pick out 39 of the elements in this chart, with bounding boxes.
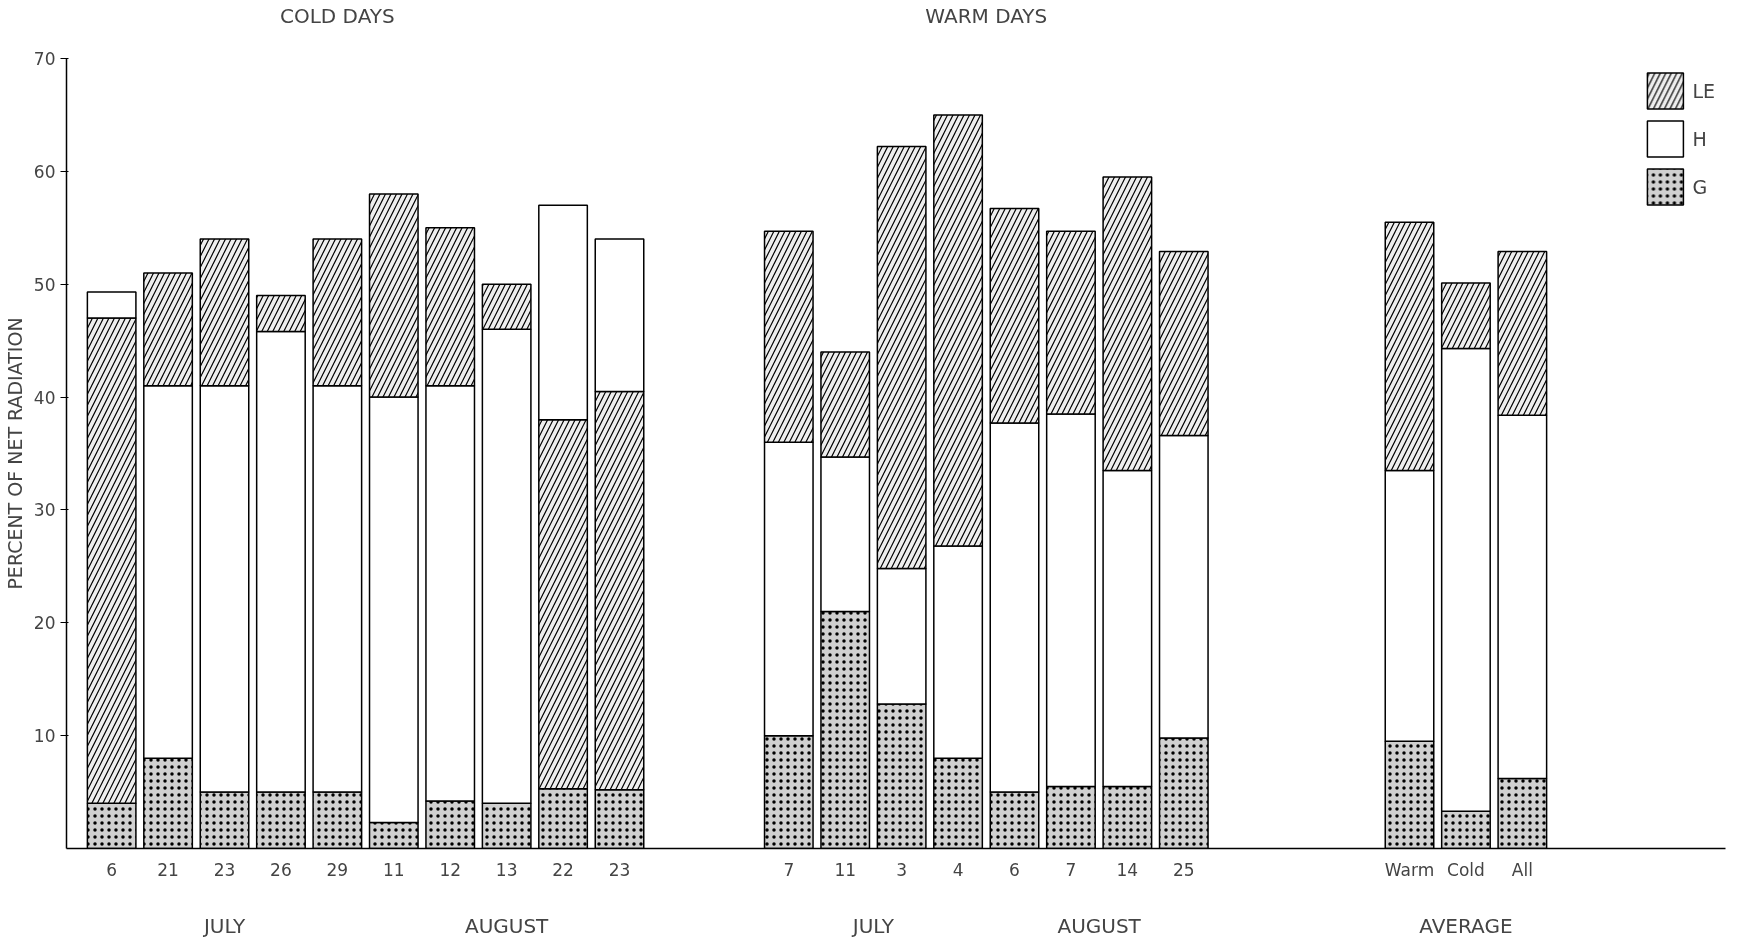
x-tick-label: 7 [1065,859,1077,880]
x-tick-label: 23 [608,859,631,880]
y-tick-label: 20 [33,613,56,634]
x-tick-label: All [1511,859,1533,880]
x-tick-label: 4 [952,859,964,880]
y-tick-label: 10 [33,726,56,747]
x-tick-label: 21 [157,859,179,880]
legend-label: LE [1692,79,1715,102]
legend-label: G [1692,175,1709,198]
text: AVERAGE [1419,913,1513,938]
y-tick-label: 60 [33,161,56,182]
y-tick-label: 50 [33,274,56,295]
x-tick-label: 26 [270,859,292,880]
x-tick-label: 6 [106,859,118,880]
text: AUGUST [464,913,550,938]
y-tick-label: 30 [33,500,56,521]
x-tick-label: 22 [552,859,574,880]
x-tick-label: 13 [495,859,518,880]
x-tick-label: 25 [1172,859,1195,880]
x-tick-label: 12 [439,859,462,880]
y-axis-title: PERCENT OF NET RADIATION [3,317,26,590]
y-tick-label: 40 [33,387,56,408]
x-tick-label: Warm [1384,859,1435,880]
text: JULY [850,913,895,938]
x-tick-label: 11 [382,859,405,880]
x-tick-label: 29 [326,859,349,880]
text: WARM DAYS [925,3,1048,28]
x-tick-label: 23 [213,859,236,880]
x-tick-label: 11 [834,859,857,880]
x-tick-label: 6 [1009,859,1020,880]
text: COLD DAYS [280,3,395,28]
text: AUGUST [1057,913,1142,938]
x-tick-label: 3 [896,859,908,880]
x-tick-label: 14 [1116,859,1139,880]
x-tick-label: Cold [1447,859,1485,880]
text: JULY [201,913,246,938]
y-tick-label: 70 [33,49,56,69]
x-tick-label: 7 [783,859,795,880]
legend-label: H [1692,127,1708,150]
